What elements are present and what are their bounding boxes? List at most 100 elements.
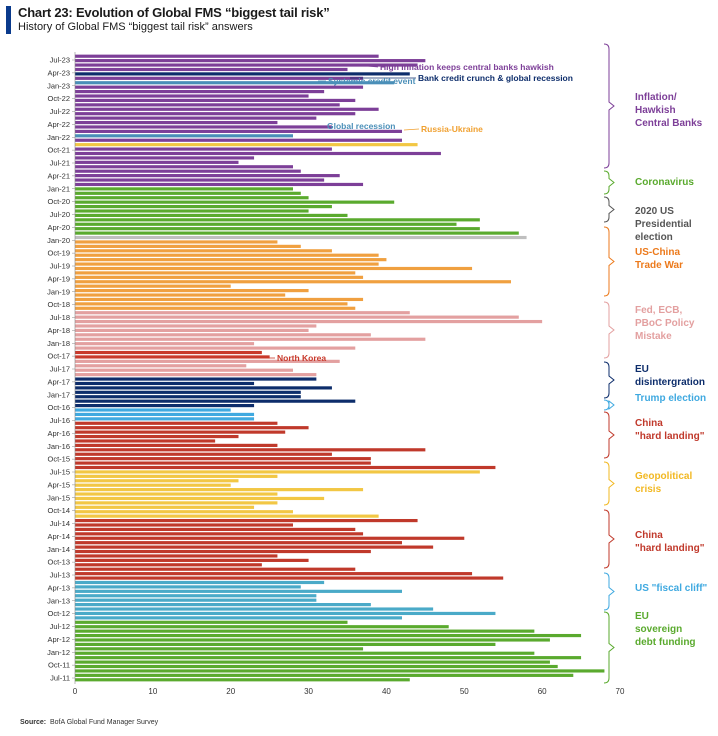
y-tick-label: Jan-14: [47, 545, 70, 554]
bar: [75, 112, 356, 116]
group-label: US "fiscal cliff": [635, 583, 708, 594]
bar: [75, 355, 270, 359]
bar: [75, 483, 231, 487]
bar: [75, 134, 293, 138]
y-tick-label: Jan-15: [47, 493, 70, 502]
bar: [75, 359, 340, 363]
group-bracket: [603, 461, 615, 506]
chart-title: Chart 23: Evolution of Global FMS “bigge…: [18, 5, 330, 20]
bar: [75, 85, 364, 89]
bar: [75, 417, 255, 421]
y-tick-label: Apr-21: [47, 171, 70, 180]
bar: [75, 59, 426, 63]
bar: [75, 443, 278, 447]
bar: [75, 523, 293, 527]
bar: [75, 249, 332, 253]
bar: [75, 448, 426, 452]
y-tick-label: Jan-18: [47, 339, 70, 348]
bar: [75, 196, 309, 200]
group-label: China "hard landing": [635, 418, 705, 442]
bar: [75, 178, 325, 182]
y-tick-label: Apr-13: [47, 583, 70, 592]
bar: [75, 147, 332, 151]
y-tick-label: Apr-14: [47, 532, 70, 541]
bar: [75, 541, 402, 545]
bar: [75, 324, 317, 328]
bar: [75, 209, 309, 213]
y-tick-label: Apr-17: [47, 377, 70, 386]
bar: [75, 182, 364, 187]
bar: [75, 638, 550, 642]
y-tick-label: Jan-22: [47, 133, 70, 142]
bar: [75, 390, 301, 394]
group-bracket: [603, 196, 615, 223]
annotation-label: Bank credit crunch & global recession: [418, 73, 573, 83]
bar: [75, 94, 309, 98]
bar: [75, 518, 418, 523]
bar: [75, 297, 364, 302]
y-tick-label: Jul-23: [50, 56, 70, 65]
bar: [75, 404, 255, 408]
bar: [75, 253, 379, 257]
group-label: EU disintergration: [635, 364, 705, 388]
bar: [75, 421, 278, 425]
annotation-label: Russia-Ukraine: [421, 124, 483, 134]
bar: [75, 580, 325, 585]
bar: [75, 611, 496, 616]
bar: [75, 647, 364, 651]
bar: [75, 54, 379, 58]
bar: [75, 514, 379, 518]
bar: [75, 120, 278, 125]
bar: [75, 479, 239, 483]
annotation-label: Systemic credit event: [328, 76, 416, 86]
bar: [75, 532, 364, 536]
bar: [75, 227, 480, 231]
bar: [75, 576, 504, 580]
y-tick-label: Apr-12: [47, 635, 70, 644]
y-tick-label: Oct-11: [48, 661, 70, 670]
y-tick-label: Jan-20: [47, 236, 70, 245]
y-tick-label: Jul-16: [50, 416, 70, 425]
y-tick-label: Oct-13: [47, 558, 70, 567]
y-tick-label: Jan-19: [47, 287, 70, 296]
bar: [75, 342, 255, 346]
group-bracket: [603, 509, 615, 569]
bar: [75, 651, 535, 655]
group-bracket: [603, 43, 615, 169]
y-tick-label: Apr-20: [47, 223, 70, 232]
bar: [75, 567, 356, 571]
annotation-label: North Korea: [277, 353, 326, 363]
bar: [75, 116, 317, 120]
bar: [75, 191, 301, 195]
bar: [75, 642, 496, 646]
bar: [75, 492, 278, 496]
bar: [75, 373, 317, 377]
bar: [75, 333, 371, 337]
bar: [75, 328, 309, 332]
y-tick-label: Apr-19: [47, 274, 70, 283]
bar: [75, 625, 449, 629]
bar: [75, 558, 309, 562]
bar: [75, 656, 582, 660]
group-label: China "hard landing": [635, 530, 705, 554]
bar: [75, 395, 301, 399]
y-tick-label: Jul-14: [50, 519, 70, 528]
y-tick-label: Jul-22: [50, 107, 70, 116]
bar: [75, 465, 496, 470]
bar: [75, 266, 473, 271]
group-label: 2020 US Presidential election: [635, 206, 692, 243]
y-tick-label: Oct-18: [47, 300, 70, 309]
group-label: US-China Trade War: [635, 247, 683, 271]
bar: [75, 563, 262, 567]
bar: [75, 129, 402, 133]
y-tick-label: Oct-22: [47, 94, 70, 103]
x-tick-label: 60: [538, 687, 547, 696]
y-tick-label: Apr-16: [47, 429, 70, 438]
bar: [75, 81, 395, 85]
bar: [75, 430, 286, 434]
bar: [75, 280, 511, 284]
group-label: Inflation/Hawkish Central Banks: [635, 92, 703, 129]
bar: [75, 585, 301, 589]
bar: [75, 545, 434, 549]
bar: [75, 572, 473, 576]
